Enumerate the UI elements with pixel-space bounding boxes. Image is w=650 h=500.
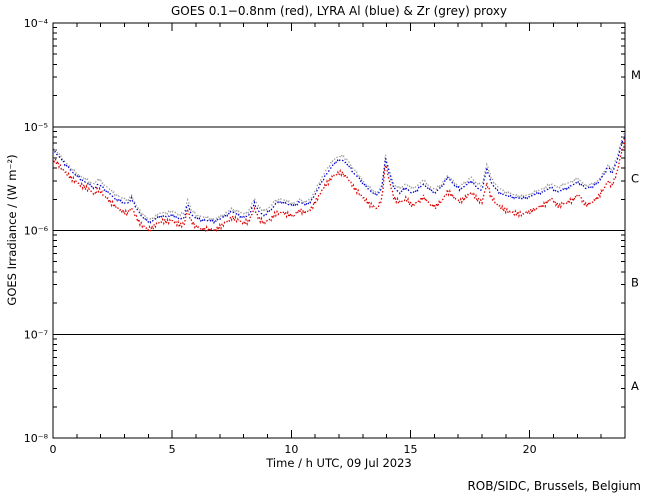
y-tick-label: 10⁻⁸ bbox=[24, 432, 49, 445]
flare-class-label-B: B bbox=[631, 275, 639, 289]
flare-class-label-M: M bbox=[631, 68, 641, 82]
x-tick-label: 20 bbox=[523, 443, 537, 456]
plot-frame bbox=[52, 22, 626, 439]
x-axis-title: Time / h UTC, 09 Jul 2023 bbox=[265, 456, 411, 470]
flare-class-label-A: A bbox=[631, 379, 639, 393]
series-lyra_al bbox=[53, 135, 625, 225]
x-tick-labels: 0 5 10 15 20 bbox=[50, 443, 537, 456]
y-tick-label: 10⁻⁵ bbox=[24, 121, 48, 134]
credit-text: ROB/SIDC, Brussels, Belgium bbox=[467, 479, 641, 493]
y-axis-title: GOES Irradiance / (W m⁻²) bbox=[5, 154, 19, 305]
series-curves bbox=[53, 131, 625, 234]
x-tick-label: 15 bbox=[404, 443, 418, 456]
y-tick-label: 10⁻⁷ bbox=[24, 328, 48, 341]
y-tick-label: 10⁻⁶ bbox=[24, 225, 49, 238]
class-boundary-lines bbox=[53, 126, 625, 335]
x-tick-label: 5 bbox=[169, 443, 176, 456]
flare-class-labels: M C B A bbox=[631, 68, 641, 393]
y-tick-label: 10⁻⁴ bbox=[24, 17, 49, 30]
chart-title: GOES 0.1−0.8nm (red), LYRA Al (blue) & Z… bbox=[171, 4, 507, 18]
x-tick-label: 0 bbox=[50, 443, 57, 456]
y-tick-labels: 10⁻⁴ 10⁻⁵ 10⁻⁶ 10⁻⁷ 10⁻⁸ bbox=[24, 17, 49, 445]
x-tick-label: 10 bbox=[284, 443, 298, 456]
plot-area: 0 5 10 15 20 10⁻⁴ 10⁻⁵ 10⁻⁶ 10⁻⁷ 10⁻⁸ M C B A bbox=[24, 17, 641, 456]
series-goes bbox=[53, 139, 625, 234]
flare-class-label-C: C bbox=[631, 172, 639, 186]
x-axis-ticks bbox=[52, 23, 626, 438]
